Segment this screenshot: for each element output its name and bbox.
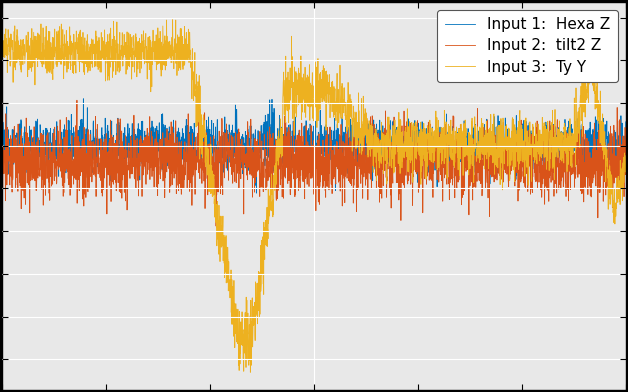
- Input 3:  Ty Y: (2.94e+03, -1.8): Ty Y: (2.94e+03, -1.8): [610, 220, 617, 225]
- Input 2:  tilt2 Z: (520, -0.203): tilt2 Z: (520, -0.203): [107, 152, 114, 157]
- Input 3:  Ty Y: (1.28e+03, -1.75): Ty Y: (1.28e+03, -1.75): [265, 218, 273, 223]
- Input 2:  tilt2 Z: (1.03e+03, -1.88): tilt2 Z: (1.03e+03, -1.88): [212, 224, 220, 229]
- Input 2:  tilt2 Z: (2.94e+03, 0.479): tilt2 Z: (2.94e+03, 0.479): [610, 123, 617, 128]
- Input 3:  Ty Y: (820, 2.95): Ty Y: (820, 2.95): [169, 17, 176, 22]
- Input 2:  tilt2 Z: (3e+03, -0.365): tilt2 Z: (3e+03, -0.365): [622, 159, 628, 164]
- Input 1:  Hexa Z: (391, 1.1): Hexa Z: (391, 1.1): [80, 96, 87, 101]
- Input 2:  tilt2 Z: (342, -0.441): tilt2 Z: (342, -0.441): [70, 162, 77, 167]
- Input 3:  Ty Y: (1.15e+03, -4.55): Ty Y: (1.15e+03, -4.55): [237, 338, 245, 343]
- Input 1:  Hexa Z: (1.28e+03, -0.0843): Hexa Z: (1.28e+03, -0.0843): [265, 147, 273, 152]
- Input 3:  Ty Y: (3e+03, -0.241): Ty Y: (3e+03, -0.241): [622, 154, 628, 158]
- Input 3:  Ty Y: (342, 1.98): Ty Y: (342, 1.98): [70, 59, 77, 64]
- Input 3:  Ty Y: (520, 2.64): Ty Y: (520, 2.64): [107, 31, 114, 35]
- Input 2:  tilt2 Z: (946, 1.13): tilt2 Z: (946, 1.13): [195, 95, 203, 100]
- Input 2:  tilt2 Z: (1.15e+03, -0.286): tilt2 Z: (1.15e+03, -0.286): [238, 156, 246, 160]
- Input 3:  Ty Y: (2.62e+03, 0.388): Ty Y: (2.62e+03, 0.388): [543, 127, 551, 131]
- Line: Input 3:  Ty Y: Input 3: Ty Y: [2, 20, 625, 372]
- Line: Input 2:  tilt2 Z: Input 2: tilt2 Z: [2, 97, 625, 226]
- Input 1:  Hexa Z: (2.62e+03, -0.33): Hexa Z: (2.62e+03, -0.33): [543, 158, 551, 162]
- Input 2:  tilt2 Z: (1.28e+03, -0.366): tilt2 Z: (1.28e+03, -0.366): [265, 159, 273, 164]
- Input 3:  Ty Y: (1.19e+03, -5.3): Ty Y: (1.19e+03, -5.3): [247, 370, 254, 375]
- Input 1:  Hexa Z: (3e+03, 0.56): Hexa Z: (3e+03, 0.56): [622, 120, 628, 124]
- Input 1:  Hexa Z: (2.94e+03, -0.632): Hexa Z: (2.94e+03, -0.632): [610, 171, 617, 175]
- Input 1:  Hexa Z: (1.22e+03, -1.11): Hexa Z: (1.22e+03, -1.11): [252, 191, 260, 196]
- Input 1:  Hexa Z: (342, -0.254): Hexa Z: (342, -0.254): [70, 154, 77, 159]
- Legend: Input 1:  Hexa Z, Input 2:  tilt2 Z, Input 3:  Ty Y: Input 1: Hexa Z, Input 2: tilt2 Z, Input…: [437, 10, 619, 82]
- Input 1:  Hexa Z: (521, -0.826): Hexa Z: (521, -0.826): [107, 179, 114, 183]
- Input 1:  Hexa Z: (0, -0.0573): Hexa Z: (0, -0.0573): [0, 146, 6, 151]
- Input 2:  tilt2 Z: (0, -0.166): tilt2 Z: (0, -0.166): [0, 151, 6, 155]
- Input 2:  tilt2 Z: (2.62e+03, -0.877): tilt2 Z: (2.62e+03, -0.877): [543, 181, 551, 185]
- Line: Input 1:  Hexa Z: Input 1: Hexa Z: [2, 99, 625, 193]
- Input 1:  Hexa Z: (1.15e+03, 0.211): Hexa Z: (1.15e+03, 0.211): [237, 134, 245, 139]
- Input 3:  Ty Y: (0, 2.2): Ty Y: (0, 2.2): [0, 49, 6, 54]
